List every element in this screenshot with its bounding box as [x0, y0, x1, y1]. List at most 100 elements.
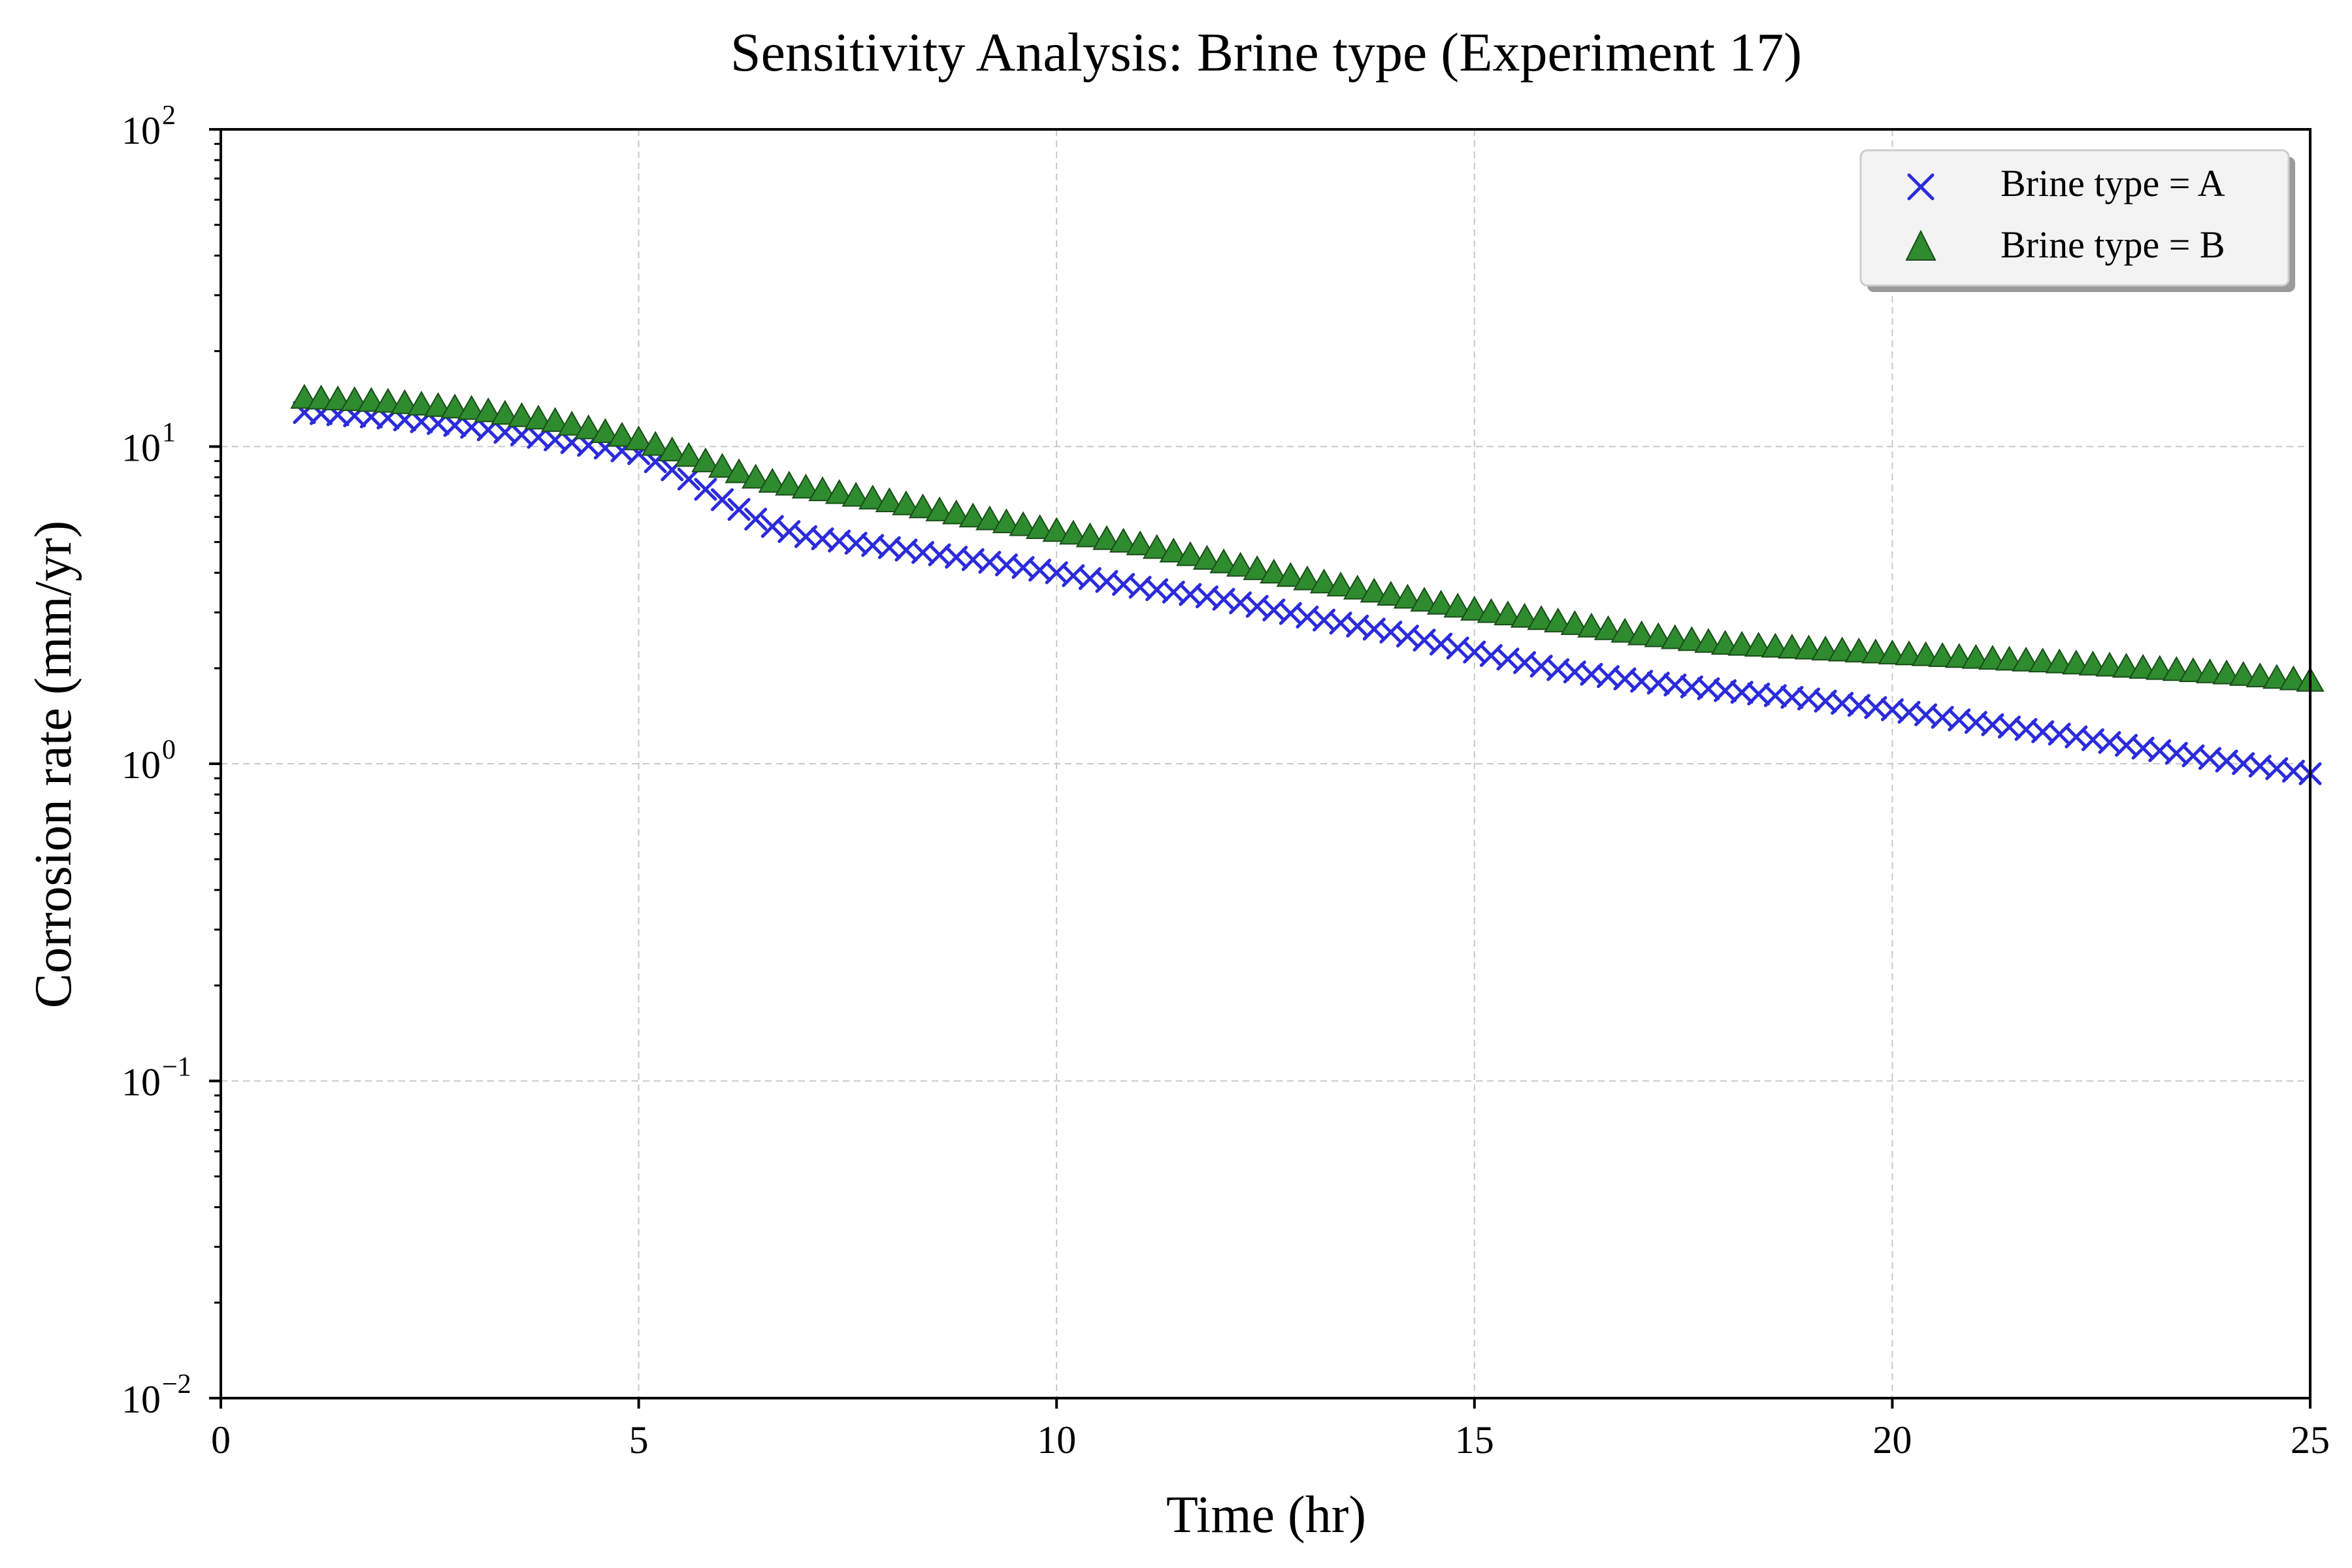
data-point-b [1393, 583, 1422, 609]
data-point-b [1677, 626, 1707, 651]
data-point-b [2246, 662, 2274, 687]
data-point-b [608, 421, 636, 447]
legend-label-b: Brine type = B [2001, 223, 2225, 266]
data-point-b [290, 384, 319, 409]
data-point-b [2195, 658, 2225, 683]
data-point-b [908, 493, 938, 519]
legend: Brine type = A Brine type = B [1859, 149, 2295, 292]
data-point-b [1260, 559, 1288, 584]
data-point-b [791, 473, 821, 498]
data-point-b [758, 468, 787, 493]
data-point-b [2112, 653, 2141, 678]
data-point-b [1527, 605, 1556, 630]
data-point-b [1577, 612, 1606, 638]
data-point-b [557, 410, 586, 436]
data-point-b [941, 499, 971, 525]
data-point-b [1410, 587, 1439, 612]
data-point-b [1710, 630, 1740, 655]
data-point-b [306, 384, 336, 410]
data-point-b [2078, 650, 2108, 676]
data-point-a [727, 498, 751, 521]
legend-marker-a [1907, 173, 1935, 201]
data-point-b [390, 389, 419, 414]
y-tick-exponent: 0 [162, 735, 176, 765]
data-point-b [1895, 640, 1923, 666]
data-point-b [975, 505, 1004, 531]
data-point-b [1744, 632, 1773, 657]
data-point-b [1995, 645, 2024, 671]
series-brine-b [290, 384, 2325, 692]
data-point-b [2146, 655, 2174, 680]
data-point-b [340, 386, 369, 412]
data-point-b [1025, 514, 1054, 539]
data-point-b [2062, 649, 2091, 675]
chart-title: Sensitivity Analysis: Brine type (Experi… [730, 22, 1802, 83]
data-point-b [1126, 530, 1154, 555]
y-tick-exponent: 1 [162, 418, 176, 448]
data-point-b [1928, 642, 1957, 667]
data-point-a [677, 467, 700, 491]
y-tick-exponent: −2 [162, 1369, 191, 1399]
y-tick-exponent: 2 [162, 101, 176, 131]
data-point-b [641, 431, 670, 456]
data-point-b [1494, 600, 1522, 626]
data-point-b [1827, 636, 1857, 662]
data-point-b [2095, 651, 2124, 677]
data-point-b [808, 476, 837, 502]
y-tick-label: 10 [122, 1061, 161, 1104]
data-point-b [1661, 624, 1690, 649]
data-point-b [1778, 633, 1806, 659]
data-point-b [892, 490, 921, 515]
data-point-b [1878, 639, 1907, 664]
y-tick-label: 10 [122, 427, 161, 470]
data-point-b [875, 487, 904, 512]
data-point-b [1811, 635, 1840, 661]
data-point-b [507, 402, 536, 427]
data-point-b [1794, 634, 1823, 660]
data-point-b [1276, 562, 1305, 587]
legend-box [1859, 149, 2290, 287]
data-point-b [1593, 615, 1623, 640]
data-point-b [1142, 534, 1171, 559]
data-point-b [925, 496, 954, 521]
data-point-b [1176, 541, 1205, 566]
data-point-b [1477, 598, 1506, 623]
data-point-a [711, 488, 734, 512]
data-point-b [2012, 646, 2040, 672]
data-point-b [1644, 622, 1673, 647]
y-tick-exponent: −1 [162, 1053, 191, 1083]
data-point-b [1009, 511, 1037, 536]
data-point-a [760, 515, 784, 538]
data-point-b [1243, 555, 1271, 580]
data-point-b [457, 395, 486, 420]
data-point-b [1978, 644, 2007, 670]
data-point-b [323, 385, 352, 410]
data-point-b [624, 425, 653, 451]
x-tick-label: 25 [2291, 1418, 2330, 1462]
data-point-b [1694, 628, 1723, 653]
data-point-b [1159, 537, 1188, 563]
data-point-b [1510, 602, 1539, 628]
data-point-b [1360, 578, 1389, 603]
data-point-b [574, 414, 603, 440]
data-point-b [1560, 610, 1590, 635]
data-point-b [858, 484, 887, 510]
data-point-b [1192, 544, 1222, 570]
y-axis-label: Corrosion rate (mm/yr) [25, 521, 82, 1008]
data-point-b [1727, 630, 1756, 656]
data-point-b [992, 508, 1021, 534]
data-point-b [407, 390, 436, 416]
y-tick-label: 10 [122, 109, 161, 152]
x-tick-label: 15 [1455, 1418, 1494, 1462]
data-point-b [524, 404, 553, 430]
data-point-b [540, 407, 570, 433]
y-tick-label: 10 [122, 743, 161, 787]
data-point-b [741, 463, 770, 489]
y-tick-label: 10 [122, 1378, 161, 1421]
data-point-b [1343, 574, 1372, 600]
data-point-b [691, 447, 720, 472]
data-point-b [708, 453, 737, 478]
data-point-b [357, 387, 385, 412]
data-point-b [440, 393, 469, 419]
x-tick-label: 20 [1872, 1418, 1912, 1462]
